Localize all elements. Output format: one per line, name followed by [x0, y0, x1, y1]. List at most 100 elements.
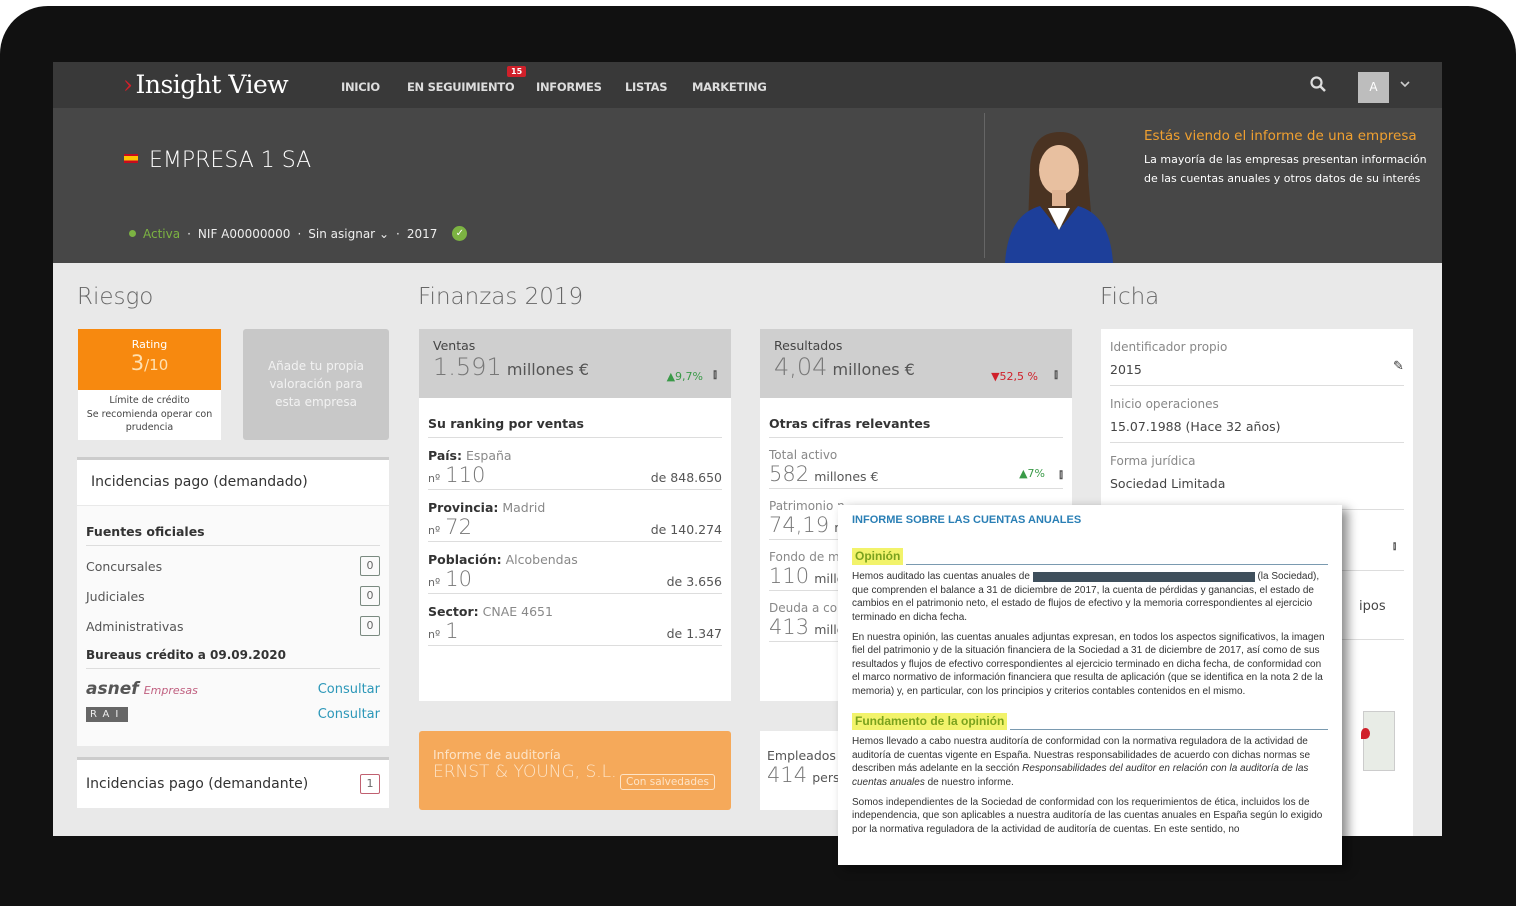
- list-item: Administrativas 0: [86, 616, 380, 636]
- cifra-unit: millones €: [814, 469, 879, 484]
- promo-line: de las cuentas anuales y otros datos de …: [1144, 172, 1421, 185]
- consultar-link[interactable]: Consultar: [317, 681, 380, 697]
- ranking-row: Provincia: Madrid nº 72 de 140.274: [428, 490, 722, 542]
- chevron-down-icon: ⌄: [378, 226, 389, 241]
- cifra-value: 74,19: [769, 513, 830, 537]
- map-pin-icon: [1361, 728, 1370, 739]
- separator: ·: [297, 226, 302, 241]
- divider: [984, 113, 985, 258]
- cifra-change: ▲7%: [1019, 467, 1045, 480]
- doc-paragraph: Hemos auditado las cuentas anuales de (l…: [852, 571, 1320, 623]
- number-prefix: nº: [428, 524, 441, 537]
- consultar-link[interactable]: Consultar: [317, 707, 380, 722]
- ficha-value: 2015: [1110, 362, 1142, 377]
- section-title-ficha: Ficha: [1100, 284, 1160, 310]
- section-title-riesgo: Riesgo: [77, 284, 154, 310]
- cifra-label: Deuda a cort: [769, 601, 847, 615]
- status-badge: Activa: [143, 226, 181, 241]
- auditor-firm: ERNST & YOUNG, S.L.: [433, 762, 617, 782]
- auditoria-card[interactable]: Informe de auditoría ERNST & YOUNG, S.L.…: [419, 731, 731, 810]
- edit-pencil-icon[interactable]: ✎: [1393, 359, 1404, 374]
- auditoria-label: Informe de auditoría: [433, 747, 561, 762]
- ficha-label: Forma jurídica: [1110, 454, 1196, 468]
- brand-logo[interactable]: › Insight View: [123, 70, 289, 99]
- nif: NIF A00000000: [197, 226, 291, 241]
- ficha-partial-value: ipos: [1359, 599, 1386, 614]
- bar-chart-icon[interactable]: ⫾: [1393, 541, 1397, 552]
- list-item: Concursales 0: [86, 556, 380, 576]
- cifra-label: Patrimonio n: [769, 499, 845, 513]
- company-meta: Activa · NIF A00000000 · Sin asignar ⌄ · 20…: [129, 226, 468, 241]
- ventas-label: Ventas: [433, 338, 476, 353]
- bar-chart-icon[interactable]: ⫾: [1054, 367, 1058, 381]
- nav-inicio[interactable]: INICIO: [341, 80, 380, 94]
- separator: ·: [187, 226, 191, 241]
- credit-limit-label: Límite de crédito: [109, 395, 190, 406]
- spain-flag-icon: [124, 154, 138, 163]
- advice: Se recomienda operar con: [86, 408, 213, 420]
- ficha-row: Forma jurídica Sociedad Limitada: [1110, 443, 1404, 499]
- search-icon[interactable]: [1310, 76, 1326, 92]
- incidencias-demandado-header[interactable]: Incidencias pago (demandado): [77, 457, 389, 505]
- ranking-row: Sector: CNAE 4651 nº 1 de 1.347: [428, 594, 722, 646]
- incidencias-demandante-label: Incidencias pago (demandante): [86, 776, 309, 792]
- cifra-value: 413: [769, 615, 810, 639]
- list-item: asnef Empresas Consultar: [86, 679, 380, 699]
- audit-report-document: INFORME SOBRE LAS CUENTAS ANUALES Opinió…: [838, 505, 1342, 865]
- ranking-key: Población:: [428, 552, 502, 567]
- section-title-finanzas: Finanzas 2019: [418, 284, 584, 310]
- incidencias-demandante[interactable]: Incidencias pago (demandante) 1: [77, 757, 389, 808]
- empleados-value: 414: [767, 763, 808, 787]
- resultados-unit: millones €: [832, 360, 915, 379]
- avatar[interactable]: A: [1358, 72, 1389, 103]
- nav-marketing[interactable]: MARKETING: [692, 80, 767, 94]
- doc-paragraph: Hemos llevado a cabo nuestra auditoría d…: [852, 736, 1311, 788]
- doc-heading: Fundamento de la opinión: [852, 712, 1008, 731]
- ranking-position: 1: [445, 619, 459, 643]
- rating-value: 3: [130, 351, 145, 375]
- check-circle-icon: ✓: [452, 226, 468, 241]
- ranking-scope: España: [465, 448, 512, 463]
- assign-dropdown[interactable]: Sin asignar ⌄: [308, 227, 389, 241]
- rating-max: /10: [144, 356, 169, 374]
- salvedades-badge: Con salvedades: [620, 774, 715, 790]
- ficha-row: Inicio operaciones 15.07.1988 (Hace 32 a…: [1110, 386, 1404, 443]
- report-year: 2017: [406, 226, 438, 241]
- cifra-value: 110: [769, 564, 810, 588]
- add-own-rating-button[interactable]: Añade tu propia valoración para esta emp…: [243, 329, 389, 440]
- ranking-key: Sector:: [428, 604, 479, 619]
- cifra-label: Fondo de ma: [769, 550, 848, 564]
- ranking-position: 110: [445, 463, 486, 487]
- bureaus-heading: Bureaus crédito a 09.09.2020: [86, 636, 380, 669]
- nav-listas[interactable]: LISTAS: [625, 80, 668, 94]
- bar-chart-icon[interactable]: ⫾: [713, 367, 717, 381]
- ventas-value: 1.591: [433, 353, 502, 381]
- rai-logo: RAI: [86, 707, 129, 722]
- ficha-row: Identificador propio 2015: [1110, 329, 1404, 386]
- bar-chart-icon[interactable]: ⫾: [1059, 467, 1063, 481]
- otras-cifras-heading: Otras cifras relevantes: [769, 398, 1063, 438]
- company-header: EMPRESA 1 SA Activa · NIF A00000000 · Sin …: [53, 108, 1442, 263]
- doc-title: INFORME SOBRE LAS CUENTAS ANUALES: [852, 514, 1082, 526]
- promo-title: Estás viendo el informe de una empresa: [1144, 128, 1417, 144]
- promo-line: La mayoría de las empresas presentan inf…: [1144, 153, 1427, 166]
- ranking-total: de 848.650: [650, 470, 722, 485]
- separator: ·: [396, 226, 400, 241]
- fuentes-oficiales-heading: Fuentes oficiales: [86, 506, 380, 546]
- nav-informes[interactable]: INFORMES: [536, 80, 602, 94]
- row-label: Judiciales: [86, 588, 145, 604]
- ranking-row: País: España nº 110 de 848.650: [428, 438, 722, 490]
- doc-paragraph: En nuestra opinión, las cuentas anuales …: [852, 631, 1325, 697]
- row-label: Administrativas: [86, 618, 184, 634]
- doc-paragraph: Somos independientes de la Sociedad de c…: [852, 796, 1323, 835]
- ranking-scope: Alcobendas: [505, 552, 578, 567]
- ranking-position: 10: [445, 567, 472, 591]
- chevron-down-icon[interactable]: [1400, 81, 1410, 89]
- ranking-scope: Madrid: [502, 500, 546, 515]
- resultados-value: 4,04: [774, 353, 828, 381]
- company-name: EMPRESA 1 SA: [149, 148, 312, 173]
- map-thumbnail[interactable]: [1361, 711, 1395, 771]
- nav-en-seguimiento[interactable]: EN SEGUIMIENTO: [407, 80, 515, 94]
- cifra-row: Total activo 582 millones € ▲7% ⫾: [769, 438, 1063, 489]
- doc-heading: Opinión: [852, 547, 904, 566]
